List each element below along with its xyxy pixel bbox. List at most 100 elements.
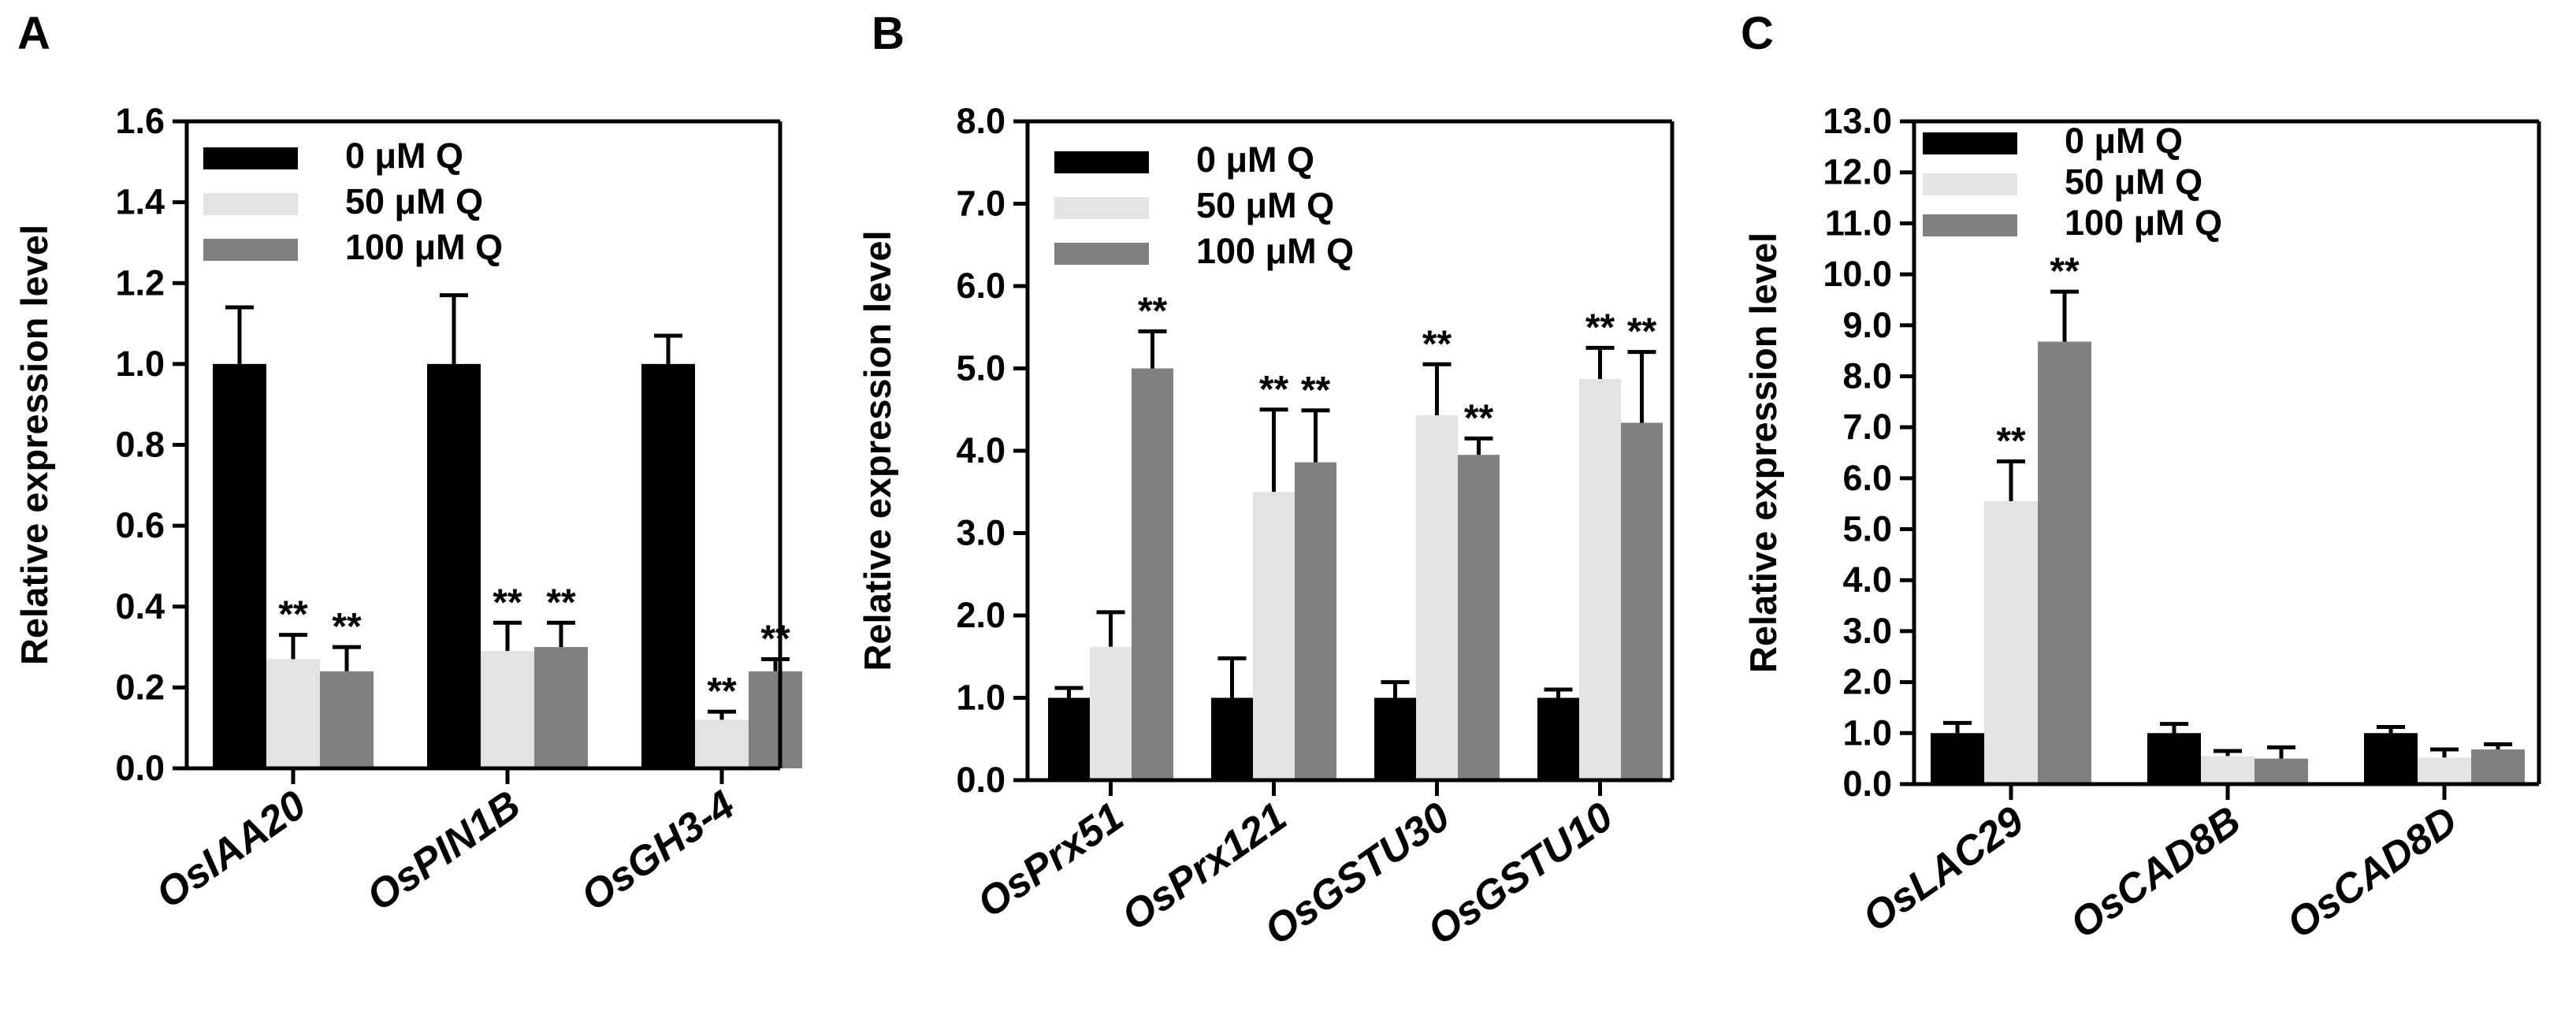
bar — [2038, 341, 2091, 784]
y-tick-label: 2.0 — [956, 595, 1005, 635]
x-category-label: OsGSTU30 — [1257, 794, 1459, 954]
legend-swatch — [1923, 173, 2017, 195]
bar — [2364, 733, 2418, 784]
y-tick-label: 1.0 — [1842, 712, 1892, 753]
significance-label: ** — [760, 618, 790, 660]
legend-label: 100 μM Q — [1196, 231, 1354, 271]
bar — [1374, 697, 1416, 780]
legend-swatch — [203, 193, 298, 215]
panel-a: A Relative expression level 0.0 0.2 0.4 0.6 0.… — [13, 8, 802, 920]
bar — [481, 651, 534, 768]
y-tick-label: 1.0 — [115, 344, 165, 384]
legend-label: 50 μM Q — [345, 181, 483, 221]
x-category-label: OsPrx51 — [969, 794, 1132, 927]
y-axis-label: Relative expression level — [857, 230, 898, 671]
y-tick-label: 5.0 — [956, 348, 1005, 389]
significance-label: ** — [1259, 369, 1289, 411]
bar — [1211, 697, 1253, 780]
legend-swatch — [1923, 214, 2017, 236]
bar — [1458, 455, 1500, 780]
x-category-label: OsPIN1B — [359, 782, 529, 920]
y-tick-label: 13.0 — [1823, 101, 1892, 141]
significance-label: ** — [1422, 323, 1452, 365]
significance-label: ** — [1627, 311, 1657, 353]
legend-label: 100 μM Q — [2065, 203, 2222, 243]
x-category-label: OsCAD8D — [2279, 798, 2466, 947]
panel-c: C Relative expression level 0.0 1.0 2.0 3.0 4.… — [1741, 8, 2541, 947]
y-tick-label: 3.0 — [956, 513, 1005, 553]
bar — [695, 719, 749, 768]
significance-label: ** — [1301, 370, 1331, 411]
y-tick-label: 6.0 — [956, 266, 1005, 306]
bar — [641, 363, 695, 768]
significance-label: ** — [1138, 290, 1168, 332]
panel-letter: C — [1741, 8, 1774, 59]
bar — [1621, 422, 1663, 780]
legend-swatch — [203, 147, 298, 169]
legend-swatch — [1054, 243, 1149, 265]
x-category-label: OsLAC29 — [1855, 798, 2032, 941]
bar — [1132, 368, 1173, 780]
legend-label: 0 μM Q — [1196, 139, 1314, 180]
significance-label: ** — [493, 582, 522, 623]
significance-label: ** — [278, 594, 308, 636]
y-tick-label: 0.6 — [115, 505, 165, 545]
significance-label: ** — [332, 606, 362, 648]
y-tick-label: 1.6 — [115, 101, 165, 141]
legend-label: 0 μM Q — [345, 136, 463, 176]
x-category-label: OsGSTU10 — [1420, 794, 1622, 954]
y-tick-label: 4.0 — [956, 430, 1005, 470]
bar — [213, 363, 266, 768]
y-tick-label: 0.2 — [115, 667, 165, 707]
y-tick-label: 12.0 — [1823, 152, 1892, 192]
significance-label: ** — [1996, 420, 2026, 462]
legend-label: 50 μM Q — [1196, 185, 1334, 225]
bar — [1984, 500, 2038, 784]
y-axis-label: Relative expression level — [1742, 232, 1784, 673]
legend-label: 100 μM Q — [345, 227, 503, 267]
y-tick-label: 1.4 — [115, 182, 165, 222]
legend-swatch — [1054, 197, 1149, 219]
panel-letter: B — [872, 8, 905, 59]
legend-swatch — [1923, 132, 2017, 154]
significance-label: ** — [1464, 397, 1494, 439]
y-tick-label: 8.0 — [1842, 355, 1892, 396]
y-tick-label: 1.0 — [956, 678, 1005, 718]
x-category-label: OsCAD8B — [2062, 798, 2249, 947]
y-tick-label: 0.0 — [956, 760, 1005, 800]
bar — [2254, 758, 2308, 784]
y-tick-label: 9.0 — [1842, 305, 1892, 345]
legend-swatch — [1054, 151, 1149, 173]
panel-letter: A — [17, 8, 50, 59]
bar — [2418, 757, 2471, 784]
y-axis-label: Relative expression level — [13, 225, 55, 665]
legend-label: 0 μM Q — [2065, 121, 2183, 161]
significance-label: ** — [1585, 307, 1615, 348]
y-tick-label: 0.0 — [115, 748, 165, 788]
panel-b: B Relative expression level 0.0 1.0 2.0 3.0 4.… — [857, 8, 1675, 954]
y-tick-label: 10.0 — [1823, 254, 1892, 294]
bar — [2471, 749, 2525, 784]
bar — [1090, 646, 1132, 780]
y-tick-label: 7.0 — [956, 184, 1005, 224]
bar — [749, 671, 802, 768]
bar — [1931, 733, 1984, 784]
y-tick-label: 3.0 — [1842, 611, 1892, 651]
bar — [534, 647, 588, 768]
bar — [1579, 379, 1621, 780]
y-tick-label: 2.0 — [1842, 662, 1892, 702]
bar — [427, 363, 481, 768]
y-tick-label: 8.0 — [956, 101, 1005, 141]
significance-label: ** — [2050, 251, 2080, 292]
significance-label: ** — [546, 582, 576, 623]
y-tick-label: 0.8 — [115, 425, 165, 465]
y-tick-label: 11.0 — [1825, 203, 1892, 243]
legend-swatch — [203, 239, 298, 261]
y-tick-label: 0.0 — [1842, 764, 1892, 804]
y-tick-label: 0.4 — [115, 586, 165, 626]
bar — [320, 671, 374, 768]
y-tick-label: 1.2 — [115, 262, 165, 303]
y-tick-label: 4.0 — [1842, 560, 1892, 600]
bar — [1253, 492, 1295, 780]
